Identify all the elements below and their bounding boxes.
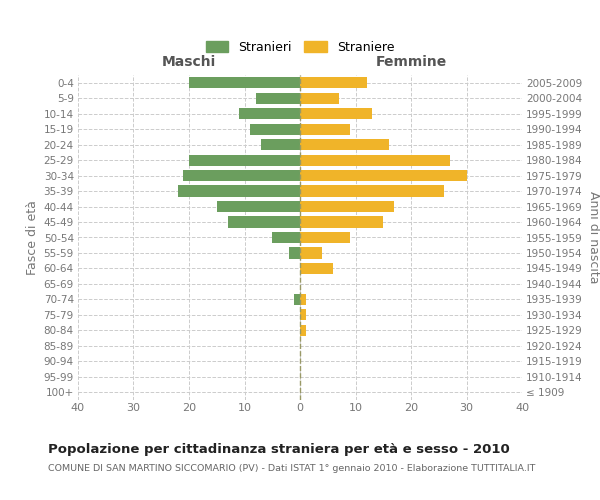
Bar (239, 108, 300, 120)
Text: Popolazione per cittadinanza straniera per età e sesso - 2010: Popolazione per cittadinanza straniera p… (48, 442, 510, 456)
Bar (300, 139, 389, 150)
Bar (300, 294, 305, 305)
Bar (184, 170, 300, 181)
Bar (300, 186, 444, 196)
Bar (295, 294, 300, 305)
Bar (300, 325, 305, 336)
Bar (289, 248, 300, 258)
Bar (250, 124, 300, 134)
Bar (272, 232, 300, 243)
Bar (261, 139, 300, 150)
Bar (300, 124, 350, 134)
Bar (300, 232, 350, 243)
Bar (189, 77, 300, 88)
Bar (300, 108, 372, 120)
Bar (300, 154, 450, 166)
Y-axis label: Fasce di età: Fasce di età (26, 200, 40, 275)
Bar (189, 154, 300, 166)
Legend: Stranieri, Straniere: Stranieri, Straniere (201, 36, 399, 59)
Y-axis label: Anni di nascita: Anni di nascita (587, 191, 600, 284)
Bar (300, 201, 394, 212)
Bar (300, 263, 334, 274)
Bar (300, 170, 467, 181)
Bar (300, 310, 305, 320)
Bar (300, 248, 322, 258)
Text: COMUNE DI SAN MARTINO SICCOMARIO (PV) - Dati ISTAT 1° gennaio 2010 - Elaborazion: COMUNE DI SAN MARTINO SICCOMARIO (PV) - … (48, 464, 535, 473)
Bar (300, 216, 383, 228)
Bar (300, 77, 367, 88)
Bar (300, 92, 339, 104)
Bar (217, 201, 300, 212)
Bar (256, 92, 300, 104)
Text: Femmine: Femmine (376, 54, 446, 68)
Bar (228, 216, 300, 228)
Text: Maschi: Maschi (162, 54, 216, 68)
Bar (178, 186, 300, 196)
